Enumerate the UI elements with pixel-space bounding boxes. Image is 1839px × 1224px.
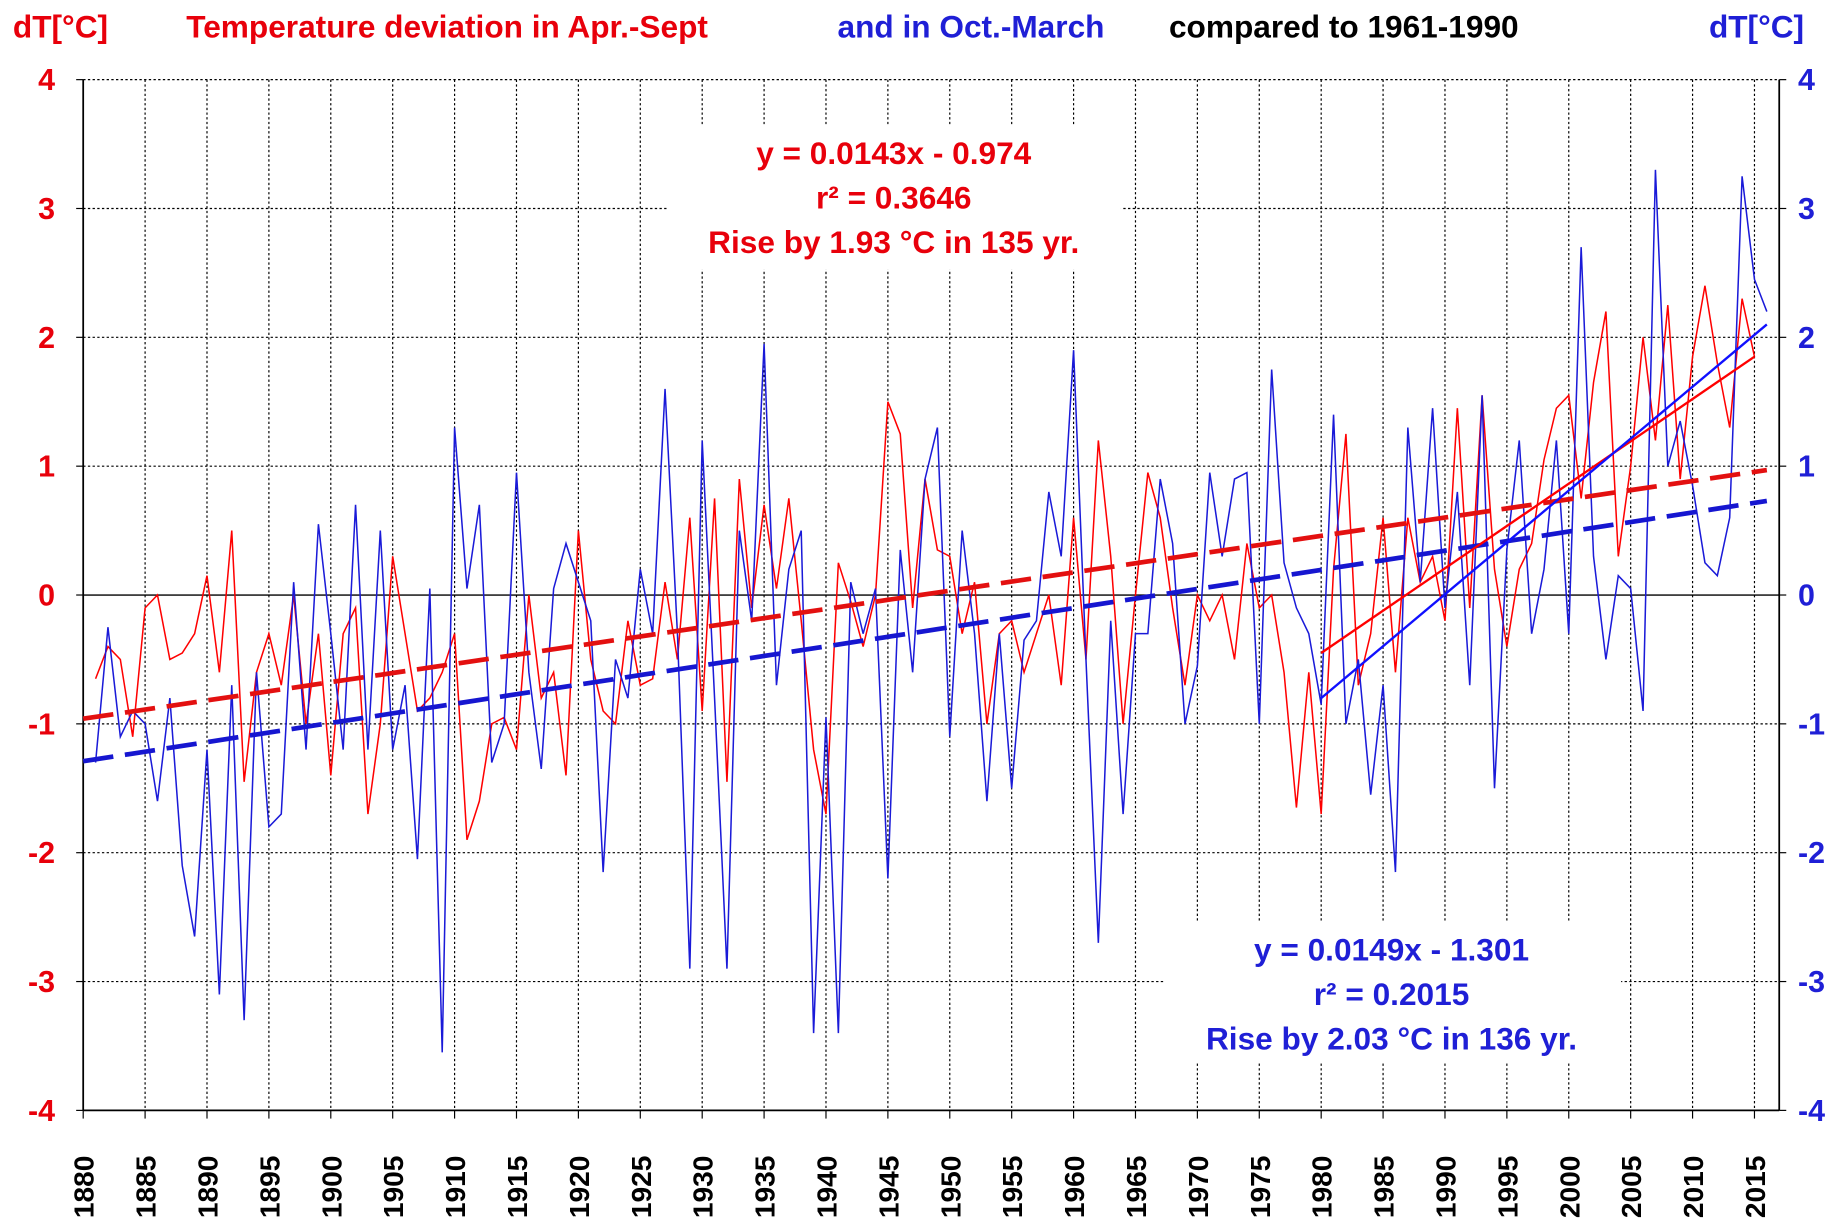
- trend-line: [1320, 323, 1768, 699]
- x-tick-label: 1910: [440, 1156, 471, 1219]
- y2-tick-label: 3: [1798, 192, 1815, 226]
- x-tick-label: 1995: [1492, 1156, 1523, 1219]
- title-part: Temperature deviation in Apr.-Sept: [186, 8, 708, 44]
- series-line: [94, 169, 1768, 1053]
- y-tick-label: -2: [28, 836, 55, 870]
- trend-line: [82, 498, 1768, 764]
- y2-tick-label: 1: [1798, 450, 1815, 484]
- y-tick-label: 0: [38, 579, 55, 613]
- x-tick-label: 1885: [131, 1156, 162, 1219]
- annotation-box: [1164, 920, 1622, 1064]
- x-tick-label: 1895: [254, 1156, 285, 1219]
- trend-line: [1320, 355, 1756, 654]
- y2-tick-label: 4: [1798, 63, 1815, 97]
- annotation-text: Rise by 1.93 °C in 135 yr.: [708, 224, 1079, 260]
- title-part: compared to 1961-1990: [1169, 8, 1519, 44]
- y-tick-label: 1: [38, 450, 55, 484]
- y-tick-label: -1: [28, 707, 55, 741]
- x-tick-label: 1945: [873, 1156, 904, 1219]
- y2-tick-label: -2: [1798, 836, 1825, 870]
- x-tick-label: 1925: [626, 1156, 657, 1219]
- x-tick-label: 1960: [1059, 1156, 1090, 1219]
- annotation-text: Rise by 2.03 °C in 136 yr.: [1206, 1020, 1577, 1056]
- y-tick-label: -3: [28, 965, 55, 999]
- x-tick-label: 1955: [997, 1156, 1028, 1219]
- x-tick-label: 1930: [688, 1156, 719, 1219]
- x-tick-label: 1880: [69, 1156, 100, 1219]
- title-part: dT[°C]: [1709, 8, 1804, 44]
- x-tick-label: 1915: [502, 1156, 533, 1219]
- y-tick-label: 4: [38, 63, 55, 97]
- x-tick-label: 1900: [316, 1156, 347, 1219]
- x-tick-label: 1985: [1369, 1156, 1400, 1219]
- y2-tick-label: 0: [1798, 579, 1815, 613]
- y2-tick-label: -3: [1798, 965, 1825, 999]
- x-tick-label: 2010: [1678, 1156, 1709, 1219]
- x-tick-label: 1920: [564, 1156, 595, 1219]
- x-tick-label: 2005: [1616, 1156, 1647, 1219]
- x-tick-label: 1990: [1431, 1156, 1462, 1219]
- title-part: and in Oct.-March: [838, 8, 1105, 44]
- annotation-text: r² = 0.3646: [816, 179, 972, 215]
- x-tick-label: 1950: [935, 1156, 966, 1219]
- annotation-text: y = 0.0149x - 1.301: [1254, 931, 1529, 967]
- title-part: dT[°C]: [13, 8, 108, 44]
- x-tick-label: 1975: [1245, 1156, 1276, 1219]
- y2-tick-label: 2: [1798, 321, 1815, 355]
- trend-line: [82, 467, 1768, 722]
- x-tick-label: 1890: [193, 1156, 224, 1219]
- x-tick-label: 1905: [378, 1156, 409, 1219]
- x-tick-label: 2000: [1554, 1156, 1585, 1219]
- y-tick-label: 3: [38, 192, 55, 226]
- annotation-text: y = 0.0143x - 0.974: [756, 135, 1031, 171]
- annotation-text: r² = 0.2015: [1314, 976, 1470, 1012]
- annotation-box: [666, 126, 1121, 270]
- x-tick-label: 2015: [1740, 1156, 1771, 1219]
- y2-tick-label: -1: [1798, 707, 1825, 741]
- x-tick-label: 1970: [1183, 1156, 1214, 1219]
- x-tick-label: 1965: [1121, 1156, 1152, 1219]
- y-tick-label: -4: [28, 1094, 55, 1128]
- y2-tick-label: -4: [1798, 1094, 1825, 1128]
- x-tick-label: 1980: [1307, 1156, 1338, 1219]
- y-tick-label: 2: [38, 321, 55, 355]
- x-tick-label: 1935: [750, 1156, 781, 1219]
- x-tick-label: 1940: [812, 1156, 843, 1219]
